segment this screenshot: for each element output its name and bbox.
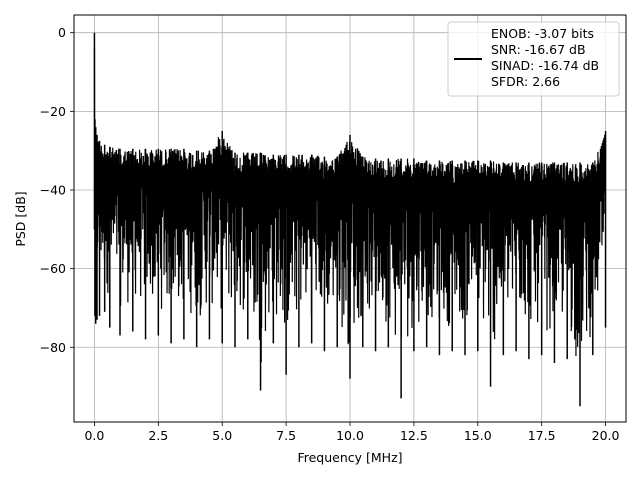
legend-text-line: SFDR: 2.66 bbox=[491, 74, 560, 89]
x-axis-label: Frequency [MHz] bbox=[297, 450, 402, 465]
y-tick-label: −20 bbox=[40, 104, 66, 119]
y-axis-label: PSD [dB] bbox=[13, 191, 28, 246]
y-tick-label: −80 bbox=[40, 340, 66, 355]
x-tick-label: 7.5 bbox=[276, 428, 296, 443]
y-tick-label: −60 bbox=[40, 261, 66, 276]
x-tick-label: 5.0 bbox=[212, 428, 232, 443]
x-tick-label: 0.0 bbox=[84, 428, 104, 443]
x-tick-label: 10.0 bbox=[336, 428, 364, 443]
x-tick-label: 2.5 bbox=[148, 428, 168, 443]
axis-ticks: 0.0 2.5 5.0 7.5 10.0 12.5 15.0 17.5 20.0 0 −20 −40 −… bbox=[40, 25, 620, 443]
legend-box bbox=[447, 21, 620, 97]
legend-text-line: SNR: -16.67 dB bbox=[491, 42, 586, 57]
x-tick-label: 12.5 bbox=[400, 428, 428, 443]
y-tick-label: 0 bbox=[58, 25, 66, 40]
legend-text-line: SINAD: -16.74 dB bbox=[491, 58, 599, 73]
legend-text-line: ENOB: -3.07 bits bbox=[491, 26, 594, 41]
x-tick-label: 20.0 bbox=[592, 428, 620, 443]
psd-series bbox=[93, 32, 607, 407]
x-tick-label: 17.5 bbox=[528, 428, 556, 443]
y-tick-label: −40 bbox=[40, 182, 66, 197]
x-tick-label: 15.0 bbox=[464, 428, 492, 443]
